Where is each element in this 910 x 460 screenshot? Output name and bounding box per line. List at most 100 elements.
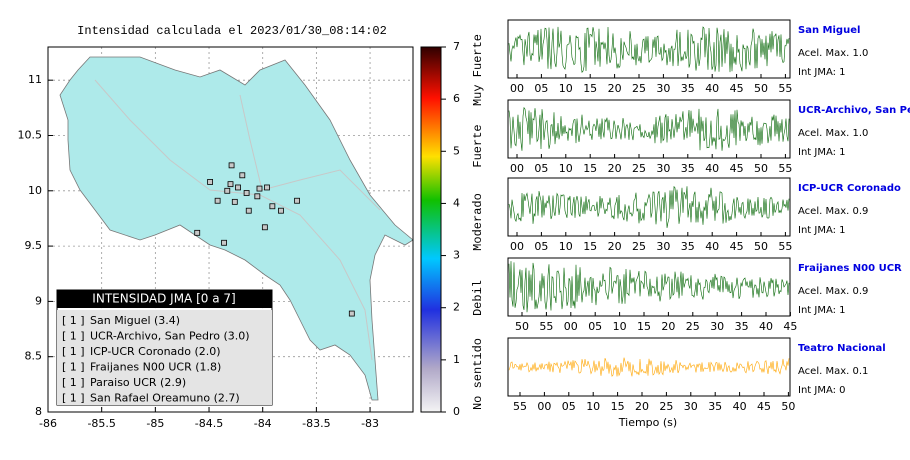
x-tick-label: -86: [39, 417, 57, 430]
trace-tick-label: 25: [632, 240, 646, 253]
x-tick-label: -83.5: [302, 417, 330, 430]
trace-tick-label: 50: [781, 400, 795, 413]
trace-tick-label: 30: [656, 162, 670, 175]
trace-tick-label: 10: [559, 240, 573, 253]
trace-tick-label: 30: [656, 82, 670, 95]
trace-tick-label: 05: [534, 82, 548, 95]
station: [221, 239, 227, 246]
trace-tick-label: 00: [564, 320, 578, 333]
trace-int: Int JMA: 0: [798, 385, 846, 396]
legend: INTENSIDAD JMA [0 a 7] [ 1 ] San Miguel (…: [56, 289, 273, 406]
trace-tick-label: 55: [778, 240, 792, 253]
colorbar-label: Fuerte: [471, 124, 485, 167]
x-tick-label: -84.5: [195, 417, 223, 430]
station: [231, 198, 238, 205]
trace-tick-label: 35: [681, 162, 695, 175]
trace-tick-label: 20: [608, 82, 622, 95]
trace-tick-label: 10: [613, 320, 627, 333]
y-tick-label: 8: [35, 405, 42, 418]
station: [254, 193, 261, 200]
trace-tick-label: 50: [515, 320, 529, 333]
trace-tick-label: 45: [730, 162, 744, 175]
trace-tick-label: 25: [659, 400, 673, 413]
station: [214, 197, 221, 204]
trace-tick-label: 25: [632, 162, 646, 175]
trace-tick-label: 15: [583, 82, 597, 95]
waveform: [508, 26, 790, 74]
station: [261, 224, 268, 231]
trace-frame: [507, 19, 791, 79]
trace-tick-label: 00: [510, 162, 524, 175]
trace-frame: [507, 99, 791, 159]
trace-tick-label: 55: [778, 162, 792, 175]
trace-acel: Acel. Max. 1.0: [798, 48, 868, 59]
colorbar-tick-label: 7: [453, 40, 460, 53]
colorbar-label: Moderado: [471, 193, 485, 251]
trace-tick-label: 40: [705, 82, 719, 95]
waveform: [508, 185, 790, 228]
trace-tick-label: 40: [705, 162, 719, 175]
trace-tick-label: 45: [783, 320, 797, 333]
station: [269, 203, 276, 210]
trace-tick-label: 40: [733, 400, 747, 413]
y-tick-label: 8.5: [25, 350, 43, 363]
station: [245, 207, 252, 214]
x-tick-label: -83: [361, 417, 379, 430]
colorbar-label: Debil: [471, 280, 485, 316]
trace-name: UCR-Archivo, San Pedro: [798, 105, 910, 116]
colorbar: [420, 46, 442, 413]
trace-tick-label: 25: [632, 82, 646, 95]
legend-intensity: [ 1 ]: [62, 361, 85, 374]
y-tick-label: 10: [28, 184, 42, 197]
trace-tick-label: 55: [513, 400, 527, 413]
legend-label: Fraijanes N00 UCR (1.8): [90, 361, 221, 374]
waveform: [508, 106, 790, 151]
waveform: [508, 261, 790, 313]
trace-name: Fraijanes N00 UCR: [798, 263, 902, 274]
legend-intensity: [ 1 ]: [62, 314, 85, 327]
trace-int: Int JMA: 1: [798, 67, 846, 78]
colorbar-label: Muy Fuerte: [471, 34, 485, 106]
trace-tick-label: 20: [635, 400, 649, 413]
trace-tick-label: 15: [611, 400, 625, 413]
station: [294, 197, 300, 204]
x-tick-label: -84: [254, 417, 272, 430]
station: [235, 184, 241, 191]
x-tick-label: -85.5: [87, 417, 115, 430]
trace-tick-label: 10: [559, 82, 573, 95]
station: [224, 187, 231, 194]
legend-header: [57, 290, 272, 308]
station: [243, 190, 250, 196]
trace-tick-label: 55: [778, 82, 792, 95]
trace-tick-label: 05: [588, 320, 602, 333]
y-tick-label: 9: [35, 294, 42, 307]
trace-tick-label: 50: [754, 240, 768, 253]
trace-int: Int JMA: 1: [798, 147, 846, 158]
trace-tick-label: 15: [637, 320, 651, 333]
legend-label: ICP-UCR Coronado (2.0): [90, 345, 221, 358]
country-shape: [59, 56, 413, 401]
legend-label: Paraiso UCR (2.9): [90, 376, 186, 389]
legend-intensity: [ 1 ]: [62, 392, 85, 405]
station: [264, 184, 270, 191]
colorbar-tick-label: 1: [453, 353, 460, 366]
trace-acel: Acel. Max. 0.9: [798, 206, 868, 217]
legend-intensity: [ 1 ]: [62, 330, 85, 343]
trace-tick-label: 05: [562, 400, 576, 413]
y-tick-label: 10.5: [18, 128, 43, 141]
legend-label: San Rafael Oreamuno (2.7): [90, 392, 240, 405]
x-axis-label: Tiempo (s): [618, 416, 677, 429]
colorbar-label: No sentido: [471, 338, 485, 410]
trace-tick-label: 45: [757, 400, 771, 413]
trace-acel: Acel. Max. 1.0: [798, 128, 868, 139]
trace-tick-label: 15: [583, 162, 597, 175]
colorbar-tick-label: 2: [453, 301, 460, 314]
trace-tick-label: 20: [608, 162, 622, 175]
waveform: [508, 357, 790, 377]
trace-name: Teatro Nacional: [798, 343, 886, 354]
trace-frame: [507, 257, 791, 317]
trace-tick-label: 05: [534, 240, 548, 253]
legend-intensity: [ 1 ]: [62, 345, 85, 358]
station: [256, 185, 263, 192]
